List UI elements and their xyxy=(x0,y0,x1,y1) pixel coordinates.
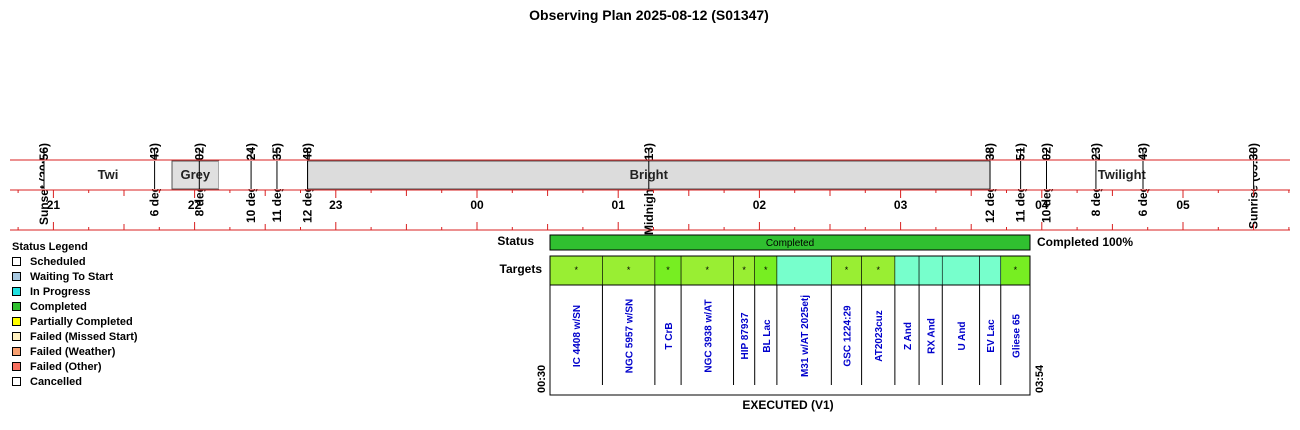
legend-item: Completed xyxy=(12,299,87,314)
phase-label: Twilight xyxy=(1098,167,1147,182)
legend-label: Failed (Other) xyxy=(30,360,102,373)
target-name: NGC 3938 w/AT xyxy=(703,299,714,372)
hour-label: 00 xyxy=(470,198,484,212)
legend-item: Cancelled xyxy=(12,374,82,389)
phase-block xyxy=(43,161,173,189)
target-cell xyxy=(894,255,920,286)
target-mark: * xyxy=(574,265,578,275)
target-mark: * xyxy=(666,265,670,275)
target-name: IC 4408 w/SN xyxy=(572,305,583,367)
legend-swatch xyxy=(12,272,21,281)
legend-item: Scheduled xyxy=(12,254,86,269)
hour-label: 22 xyxy=(188,198,202,212)
execution-plan: Status Targets Completed Completed 100% * IC … xyxy=(497,234,1133,412)
legend-item: Failed (Weather) xyxy=(12,344,115,359)
target-mark: * xyxy=(627,265,631,275)
legend-swatch xyxy=(12,287,21,296)
target-mark: * xyxy=(1014,265,1018,275)
plan-footer: EXECUTED (V1) xyxy=(742,398,833,412)
legend-label: Failed (Missed Start) xyxy=(30,330,138,343)
target-name: GSC 1224:29 xyxy=(842,305,853,367)
phase-label: Grey xyxy=(180,167,210,182)
target-name: HIP 87937 xyxy=(740,312,751,360)
target-mark: * xyxy=(845,265,849,275)
target-name: U And xyxy=(957,321,968,350)
plan-start-time: 00:30 xyxy=(536,365,548,393)
legend-swatch xyxy=(12,302,21,311)
target-cell xyxy=(831,255,862,286)
phase-block xyxy=(218,161,308,189)
hour-label: 23 xyxy=(329,198,343,212)
target-cell xyxy=(941,255,980,286)
targets-row-label: Targets xyxy=(500,262,543,276)
legend-swatch xyxy=(12,347,21,356)
target-mark: * xyxy=(876,265,880,275)
legend-label: Partially Completed xyxy=(30,315,133,328)
status-bar-label: Completed xyxy=(766,238,814,249)
legend-item: In Progress xyxy=(12,284,91,299)
target-mark: * xyxy=(742,265,746,275)
target-cell xyxy=(979,255,1002,286)
legend-item: Failed (Other) xyxy=(12,359,102,374)
target-cell xyxy=(918,255,943,286)
names-box xyxy=(549,284,1031,396)
target-name: AT2023cuz xyxy=(874,310,885,362)
legend-swatch xyxy=(12,362,21,371)
target-name: Z And xyxy=(903,322,914,350)
plan-title: Observing Plan 2025-08-12 (S01347) xyxy=(529,7,769,23)
legend-label: Scheduled xyxy=(30,255,86,268)
target-name: RX And xyxy=(927,318,938,354)
completed-percent: Completed 100% xyxy=(1037,235,1133,249)
legend-label: Failed (Weather) xyxy=(30,345,116,358)
target-name: BL Lac xyxy=(762,319,773,353)
target-name: NGC 5957 w/SN xyxy=(625,299,636,373)
legend-label: In Progress xyxy=(30,285,91,298)
target-mark: * xyxy=(764,265,768,275)
target-mark: * xyxy=(706,265,710,275)
legend-item: Failed (Missed Start) xyxy=(12,329,138,344)
hour-label: 21 xyxy=(47,198,61,212)
legend-label: Waiting To Start xyxy=(30,270,114,283)
target-name: EV Lac xyxy=(986,319,997,353)
legend-label: Cancelled xyxy=(30,375,82,388)
legend-title: Status Legend xyxy=(12,240,88,253)
hour-label: 01 xyxy=(612,198,626,212)
hour-label: 02 xyxy=(753,198,767,212)
target-cell xyxy=(776,255,832,286)
status-row-label: Status xyxy=(497,234,534,248)
target-name: M31 w/AT 2025etj xyxy=(800,295,811,377)
plan-end-time: 03:54 xyxy=(1034,364,1046,393)
legend-label: Completed xyxy=(30,300,87,313)
legend-swatch xyxy=(12,257,21,266)
status-bar xyxy=(549,234,1031,251)
hour-label: 05 xyxy=(1176,198,1190,212)
phase-block xyxy=(990,161,1254,189)
legend-swatch xyxy=(12,332,21,341)
hour-label: 03 xyxy=(894,198,908,212)
legend-item: Waiting To Start xyxy=(12,269,113,284)
target-name: T CrB xyxy=(664,322,675,349)
hour-label: 04 xyxy=(1035,198,1049,212)
target-name: Gliese 65 xyxy=(1011,314,1022,358)
legend-item: Partially Completed xyxy=(12,314,133,329)
legend-swatch xyxy=(12,377,21,386)
phase-label: Twi xyxy=(98,167,119,182)
legend-swatch xyxy=(12,317,21,326)
